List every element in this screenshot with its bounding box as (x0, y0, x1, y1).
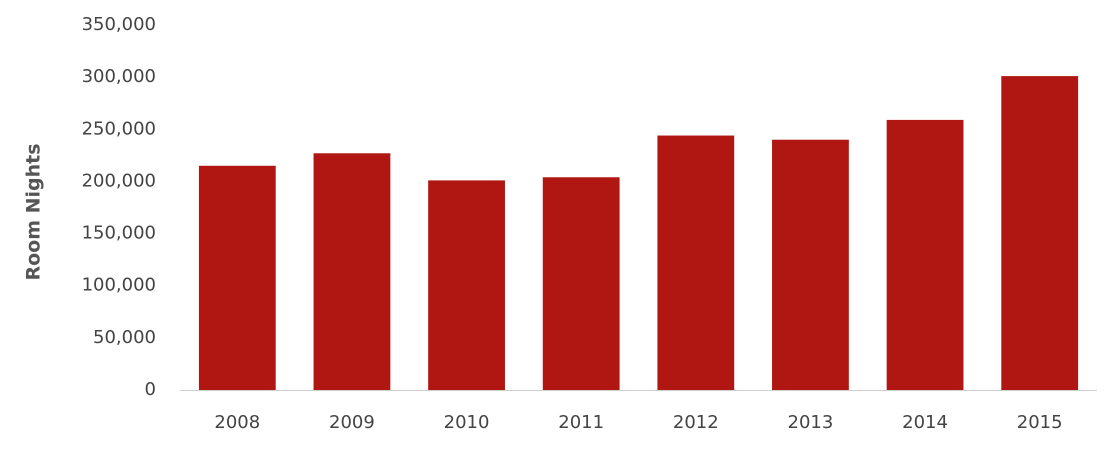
bar (1001, 76, 1079, 390)
x-tick-label: 2014 (902, 412, 948, 433)
bar (198, 165, 276, 390)
y-tick-label: 350,000 (82, 14, 156, 35)
y-tick-label: 50,000 (93, 327, 156, 348)
y-tick-label: 200,000 (82, 170, 156, 191)
x-tick-label: 2008 (214, 412, 260, 433)
y-tick-label: 300,000 (82, 66, 156, 87)
x-tick-label: 2012 (673, 412, 719, 433)
y-tick-label: 250,000 (82, 118, 156, 139)
y-tick-label: 150,000 (82, 223, 156, 244)
y-tick-label: 0 (145, 379, 156, 400)
bar (772, 139, 849, 390)
bar (657, 135, 735, 390)
x-tick-label: 2011 (558, 412, 604, 433)
x-tick-label: 2015 (1017, 412, 1063, 433)
y-tick-label: 100,000 (82, 275, 156, 296)
x-tick-label: 2010 (444, 412, 490, 433)
y-axis-title: Room Nights (23, 143, 45, 280)
bar (886, 119, 964, 391)
bar (542, 177, 620, 390)
x-tick-label: 2013 (788, 412, 834, 433)
bar (428, 180, 505, 390)
x-tick-label: 2009 (329, 412, 375, 433)
bar (313, 153, 391, 390)
